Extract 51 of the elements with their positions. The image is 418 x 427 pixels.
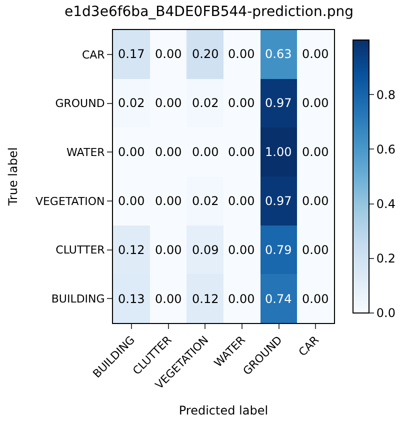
y-tick-label: WATER [66, 146, 106, 159]
data-label: 0.00 [155, 194, 182, 208]
data-label: 0.00 [302, 96, 329, 110]
data-label: 0.97 [265, 96, 292, 110]
data-label: 0.00 [228, 292, 255, 306]
data-label: 0.00 [302, 145, 329, 159]
data-label: 0.17 [118, 47, 145, 61]
data-label: 0.00 [155, 96, 182, 110]
color-bar-label: 0.4 [376, 197, 396, 211]
data-label: 0.97 [265, 194, 292, 208]
data-label: 0.00 [192, 145, 219, 159]
data-label: 0.02 [192, 96, 219, 110]
data-label: 0.13 [118, 292, 145, 306]
color-bar-label: 0.6 [376, 142, 396, 156]
y-tick-label: CAR [82, 48, 106, 62]
x-tick-label: CAR [296, 333, 322, 359]
data-label: 0.00 [302, 47, 329, 61]
data-label: 0.00 [155, 47, 182, 61]
data-label: 0.00 [302, 243, 329, 257]
data-label: 0.00 [302, 292, 329, 306]
data-label: 0.00 [155, 243, 182, 257]
y-tick-label: VEGETATION [35, 194, 105, 208]
data-label: 0.12 [118, 243, 145, 257]
data-label: 0.79 [265, 243, 292, 257]
data-label: 0.02 [118, 96, 145, 110]
x-axis-title: Predicted label [178, 404, 268, 418]
data-label: 1.00 [265, 145, 292, 159]
data-label: 0.74 [265, 292, 292, 306]
data-label: 0.00 [228, 47, 255, 61]
data-label: 0.02 [192, 194, 219, 208]
data-label: 0.00 [155, 145, 182, 159]
data-label: 0.00 [228, 243, 255, 257]
y-tick-label: BUILDING [51, 292, 105, 306]
data-label: 0.20 [192, 47, 219, 61]
color-bar-label: 0.2 [376, 252, 396, 266]
data-label: 0.00 [118, 145, 145, 159]
color-bar-label: 0.8 [376, 88, 396, 102]
data-label: 0.12 [192, 292, 219, 306]
data-label: 0.00 [302, 194, 329, 208]
data-label: 0.00 [228, 145, 255, 159]
y-tick-label: CLUTTER [56, 244, 106, 257]
data-label: 0.00 [155, 292, 182, 306]
data-label: 0.00 [228, 194, 255, 208]
y-tick-label: GROUND [55, 97, 105, 110]
chart-title: e1d3e6f6ba_B4DE0FB544-prediction.png [64, 4, 354, 20]
color-bar-label: 0.0 [376, 306, 396, 320]
data-label: 0.63 [265, 47, 292, 61]
data-label: 0.00 [118, 194, 145, 208]
y-axis-title: True label [6, 147, 20, 207]
data-label: 0.09 [192, 243, 219, 257]
data-label: 0.00 [228, 96, 255, 110]
